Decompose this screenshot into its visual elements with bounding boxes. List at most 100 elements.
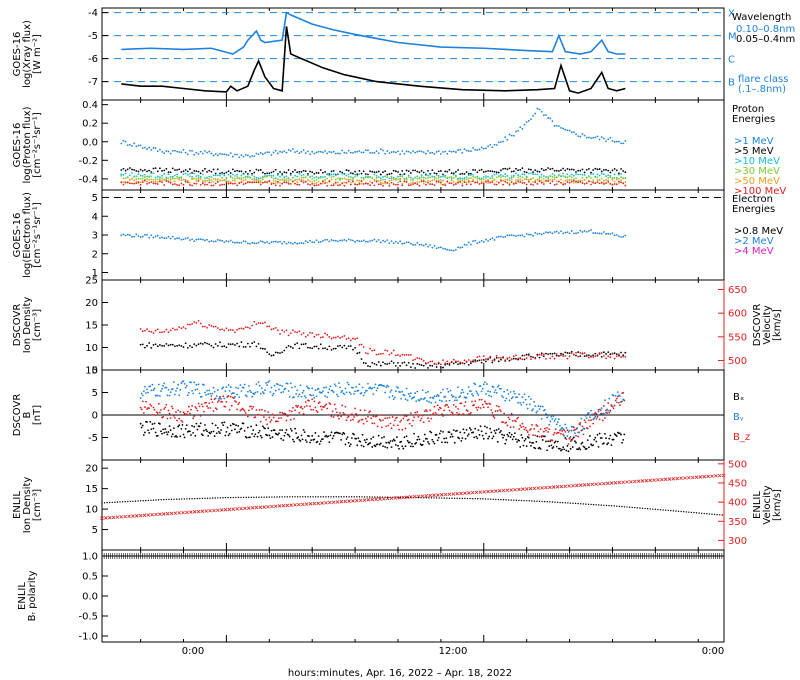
data-point [254,391,257,394]
data-point [489,177,492,179]
data-point [314,496,317,498]
data-point [587,354,590,357]
data-point [289,241,292,244]
data-point [234,182,236,185]
data-point [339,344,341,347]
data-point [322,347,324,350]
data-point [550,444,553,447]
data-point [607,402,610,404]
data-point [147,391,150,394]
data-point [561,426,563,429]
data-point [171,433,174,436]
data-point [706,474,710,479]
data-point [624,171,627,174]
data-point [341,171,344,174]
data-point [467,177,470,180]
data-point [284,412,287,415]
data-point [521,396,524,399]
data-point [491,175,494,177]
data-point [568,232,571,235]
data-point [480,239,483,242]
data-point [148,342,151,344]
data-point [176,387,178,390]
data-point [358,343,361,346]
data-point [494,489,498,493]
y-tick-label: 10 [85,366,98,377]
data-point [594,232,597,234]
y-tick-label: 5 [92,366,98,377]
data-point [598,352,601,354]
data-point [622,182,625,185]
data-point [165,403,168,406]
data-point [572,502,574,505]
data-point [191,178,193,181]
data-point [590,482,595,487]
data-point [324,150,326,152]
data-point [281,411,284,414]
data-point [464,497,466,500]
data-point [278,496,281,498]
data-point [495,404,498,407]
data-point [478,183,481,185]
data-point [577,135,580,138]
data-point [487,170,489,172]
data-point [271,496,273,498]
data-point [493,179,496,181]
data-point [223,174,226,177]
data-point [609,136,612,139]
data-point [416,411,419,413]
data-point [150,175,153,178]
data-point [206,389,208,392]
data-point [472,173,474,176]
data-point [234,241,236,244]
data-point [388,396,391,399]
data-point [199,342,202,345]
data-point [625,480,629,484]
data-point [377,179,380,182]
data-point [436,439,439,442]
x-axis: 0:00 12:00 0:00 hours:minutes, Apr. 16, … [182,646,724,679]
data-point [195,322,198,324]
data-point [500,498,502,501]
data-point [522,401,525,404]
data-point [270,183,273,186]
data-point [281,329,284,332]
data-point [504,180,507,183]
data-point [315,171,318,174]
data-point [274,327,277,329]
data-point [479,385,482,387]
data-point [392,183,395,186]
data-point [468,427,471,429]
data-point [345,239,348,242]
data-point [376,443,379,446]
data-point [256,390,259,393]
data-point [339,499,344,504]
data-point [490,489,494,494]
data-point [153,422,156,425]
data-point [257,180,260,182]
data-point [152,332,155,334]
data-point [294,151,296,154]
data-point [429,180,432,183]
data-point [448,168,451,171]
data-point [162,384,165,387]
data-point [312,394,315,397]
data-point [620,433,622,436]
data-point [508,356,511,359]
data-point [324,171,326,173]
data-point [189,175,191,178]
data-point [341,239,344,242]
data-point [461,497,464,500]
data-point [354,175,356,178]
data-point [397,175,399,178]
data-point [114,501,116,503]
data-point [276,152,279,155]
data-point [457,246,459,249]
data-point [560,432,562,435]
data-point [495,236,498,239]
data-point [237,387,240,390]
data-point [272,177,275,180]
data-point [382,184,384,187]
data-point [234,331,236,334]
data-point [133,179,136,182]
